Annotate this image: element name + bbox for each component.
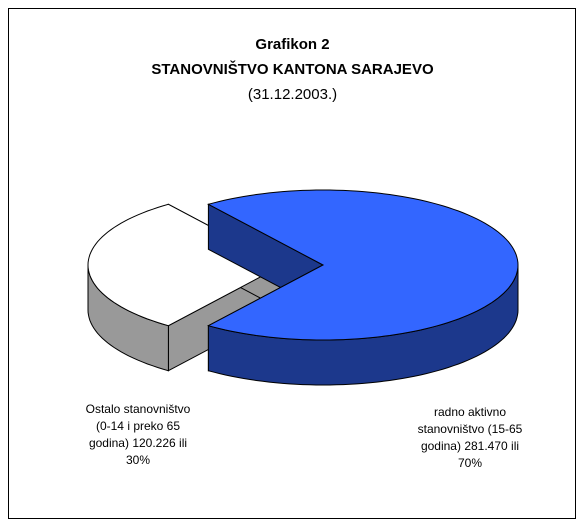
slice bbox=[87, 203, 285, 327]
slice bbox=[207, 189, 519, 341]
chart-subtitle: STANOVNIŠTVO KANTONA SARAJEVO bbox=[151, 61, 434, 78]
category-label: radno aktivno stanovništvo (15-65 godina… bbox=[417, 405, 523, 453]
chart-frame bbox=[8, 8, 576, 519]
slice-label: radno aktivno stanovništvo (15-65 godina… bbox=[411, 404, 529, 472]
category-label: Ostalo stanovništvo (0-14 i preko 65 god… bbox=[85, 402, 191, 450]
count-label: 120.226 bbox=[132, 436, 176, 450]
chart-title: Grafikon 2 bbox=[255, 36, 330, 53]
connector: ili bbox=[511, 439, 520, 453]
count-label: 281.470 bbox=[464, 439, 508, 453]
chart-date: (31.12.2003.) bbox=[247, 86, 338, 103]
slice-label: Ostalo stanovništvo (0-14 i preko 65 god… bbox=[82, 401, 194, 469]
value-label: 70% bbox=[457, 456, 483, 470]
value-label: 30% bbox=[125, 453, 151, 467]
connector: ili bbox=[179, 436, 188, 450]
